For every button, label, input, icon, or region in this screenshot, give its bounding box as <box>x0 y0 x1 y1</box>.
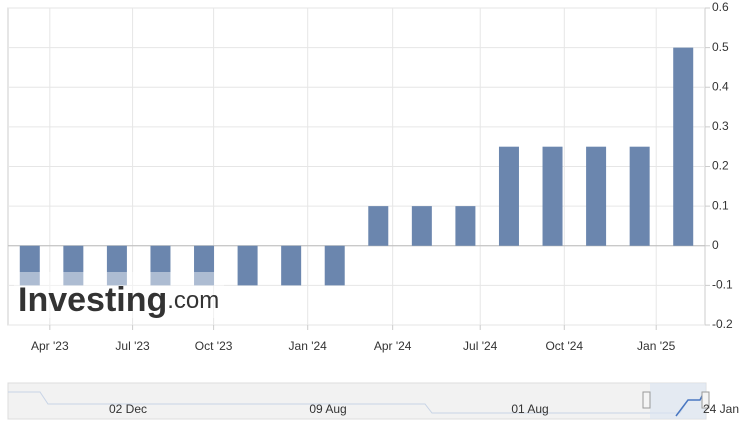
y-tick-label: 0 <box>712 238 719 252</box>
x-tick-label: Oct '24 <box>545 339 583 353</box>
navigator-handle[interactable] <box>701 391 710 409</box>
watermark-veil <box>14 272 224 318</box>
x-tick-label: Jan '25 <box>637 339 676 353</box>
bar <box>194 245 215 286</box>
x-tick-label: Jan '24 <box>289 339 328 353</box>
bar <box>63 245 84 286</box>
bar <box>673 47 694 246</box>
bar <box>324 245 345 286</box>
bar <box>106 245 127 286</box>
navigator-label: 02 Dec <box>109 402 147 416</box>
y-tick-label: 0.3 <box>712 119 729 133</box>
bar <box>455 206 476 246</box>
y-tick-label: -0.1 <box>712 278 733 292</box>
navigator-label: 24 Jan <box>703 402 739 416</box>
bar <box>542 146 563 246</box>
watermark: Investing.com <box>18 281 219 319</box>
navigator-handle[interactable] <box>642 391 651 409</box>
x-tick-label: Apr '24 <box>374 339 412 353</box>
y-tick-label: 0.1 <box>712 198 729 212</box>
navigator-label: 01 Aug <box>511 402 548 416</box>
x-tick-label: Apr '23 <box>31 339 69 353</box>
bar <box>19 245 40 286</box>
x-tick-label: Jul '24 <box>463 339 498 353</box>
y-tick-label: -0.2 <box>712 317 733 331</box>
watermark-brand: Investing <box>18 281 167 319</box>
navigator-label: 09 Aug <box>309 402 346 416</box>
y-tick-label: 0.6 <box>712 0 729 14</box>
x-tick-label: Jul '23 <box>115 339 150 353</box>
bar <box>411 206 432 246</box>
bar <box>281 245 302 286</box>
bar <box>368 206 389 246</box>
bar <box>586 146 607 246</box>
bar <box>237 245 258 286</box>
bar <box>629 146 650 246</box>
bar <box>150 245 171 286</box>
watermark-suffix: .com <box>167 287 219 314</box>
y-tick-label: 0.2 <box>712 159 729 173</box>
y-tick-label: 0.4 <box>712 79 729 93</box>
x-tick-label: Oct '23 <box>195 339 233 353</box>
bar <box>498 146 519 246</box>
y-tick-label: 0.5 <box>712 40 729 54</box>
